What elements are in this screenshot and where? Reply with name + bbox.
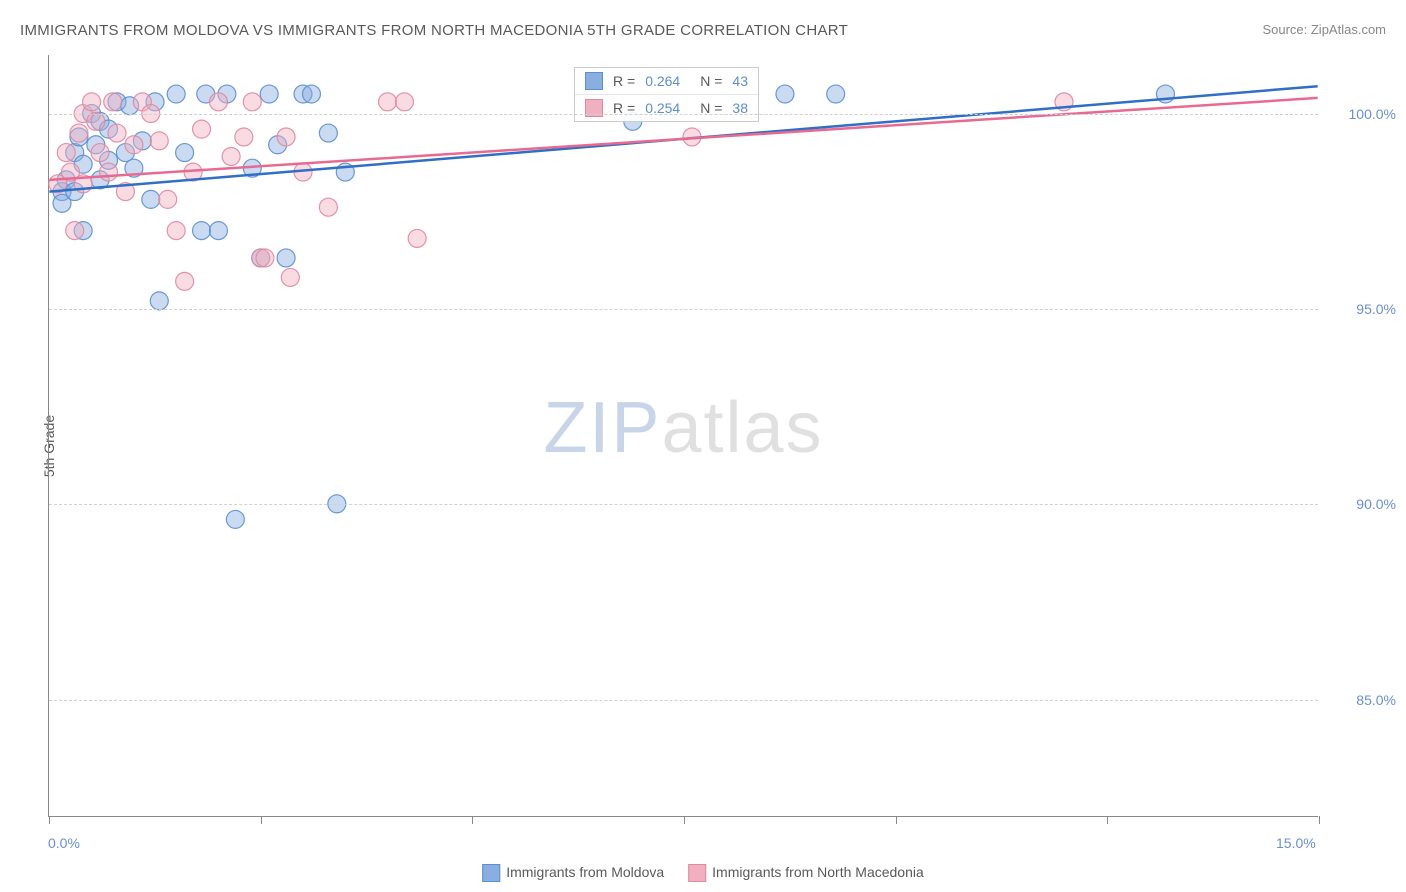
scatter-point-moldova: [142, 190, 160, 208]
scatter-point-moldova: [167, 85, 185, 103]
legend-swatch-icon: [482, 864, 500, 882]
scatter-point-north-macedonia: [379, 93, 397, 111]
scatter-point-moldova: [260, 85, 278, 103]
scatter-point-moldova: [209, 222, 227, 240]
x-tick: [684, 816, 685, 824]
scatter-point-north-macedonia: [66, 222, 84, 240]
gridline: [49, 504, 1318, 505]
scatter-point-north-macedonia: [91, 144, 109, 162]
scatter-point-north-macedonia: [70, 124, 88, 142]
legend-swatch-icon: [688, 864, 706, 882]
scatter-point-moldova: [226, 510, 244, 528]
y-tick-label: 95.0%: [1356, 301, 1396, 317]
scatter-point-north-macedonia: [277, 128, 295, 146]
stat-n-value: 43: [732, 73, 748, 89]
stat-swatch-icon: [585, 72, 603, 90]
x-tick: [49, 816, 50, 824]
scatter-point-north-macedonia: [159, 190, 177, 208]
legend-label: Immigrants from Moldova: [506, 864, 664, 880]
stat-n-label: N =: [700, 73, 722, 89]
x-tick: [896, 816, 897, 824]
gridline: [49, 309, 1318, 310]
scatter-point-north-macedonia: [108, 124, 126, 142]
chart-title: IMMIGRANTS FROM MOLDOVA VS IMMIGRANTS FR…: [20, 22, 848, 39]
scatter-point-north-macedonia: [104, 93, 122, 111]
gridline: [49, 700, 1318, 701]
gridline: [49, 114, 1318, 115]
legend-item-north-macedonia: Immigrants from North Macedonia: [688, 864, 924, 882]
scatter-point-moldova: [302, 85, 320, 103]
scatter-point-north-macedonia: [235, 128, 253, 146]
scatter-point-north-macedonia: [57, 144, 75, 162]
legend-bottom: Immigrants from Moldova Immigrants from N…: [482, 864, 924, 882]
scatter-point-moldova: [150, 292, 168, 310]
scatter-point-north-macedonia: [100, 163, 118, 181]
plot-area: ZIPatlas R =0.264N =43R =0.254N =38 85.0…: [48, 55, 1318, 817]
scatter-point-north-macedonia: [408, 229, 426, 247]
stat-r-label: R =: [613, 73, 635, 89]
scatter-point-moldova: [176, 144, 194, 162]
scatter-point-north-macedonia: [125, 136, 143, 154]
scatter-point-north-macedonia: [83, 93, 101, 111]
scatter-point-moldova: [193, 222, 211, 240]
scatter-point-north-macedonia: [395, 93, 413, 111]
scatter-point-north-macedonia: [193, 120, 211, 138]
scatter-point-moldova: [319, 124, 337, 142]
y-tick-label: 85.0%: [1356, 692, 1396, 708]
scatter-point-north-macedonia: [319, 198, 337, 216]
legend-item-moldova: Immigrants from Moldova: [482, 864, 664, 882]
scatter-point-moldova: [277, 249, 295, 267]
x-tick-label: 0.0%: [48, 835, 80, 851]
scatter-point-north-macedonia: [209, 93, 227, 111]
stat-r-value: 0.264: [645, 73, 680, 89]
x-tick: [261, 816, 262, 824]
scatter-point-north-macedonia: [222, 147, 240, 165]
scatter-point-north-macedonia: [281, 268, 299, 286]
legend-label: Immigrants from North Macedonia: [712, 864, 924, 880]
scatter-point-north-macedonia: [176, 272, 194, 290]
stats-row-north-macedonia: R =0.254N =38: [575, 94, 758, 121]
source-attribution: Source: ZipAtlas.com: [1262, 22, 1386, 37]
scatter-svg: [49, 55, 1318, 816]
x-tick: [472, 816, 473, 824]
stats-row-moldova: R = 0.264 N = 43: [575, 68, 758, 94]
x-tick: [1319, 816, 1320, 824]
x-tick: [1107, 816, 1108, 824]
scatter-point-north-macedonia: [167, 222, 185, 240]
scatter-point-north-macedonia: [243, 93, 261, 111]
scatter-point-moldova: [827, 85, 845, 103]
scatter-point-north-macedonia: [150, 132, 168, 150]
x-tick-label: 15.0%: [1276, 835, 1316, 851]
scatter-point-north-macedonia: [256, 249, 274, 267]
y-tick-label: 100.0%: [1349, 106, 1396, 122]
y-tick-label: 90.0%: [1356, 496, 1396, 512]
scatter-point-north-macedonia: [87, 112, 105, 130]
scatter-point-moldova: [776, 85, 794, 103]
